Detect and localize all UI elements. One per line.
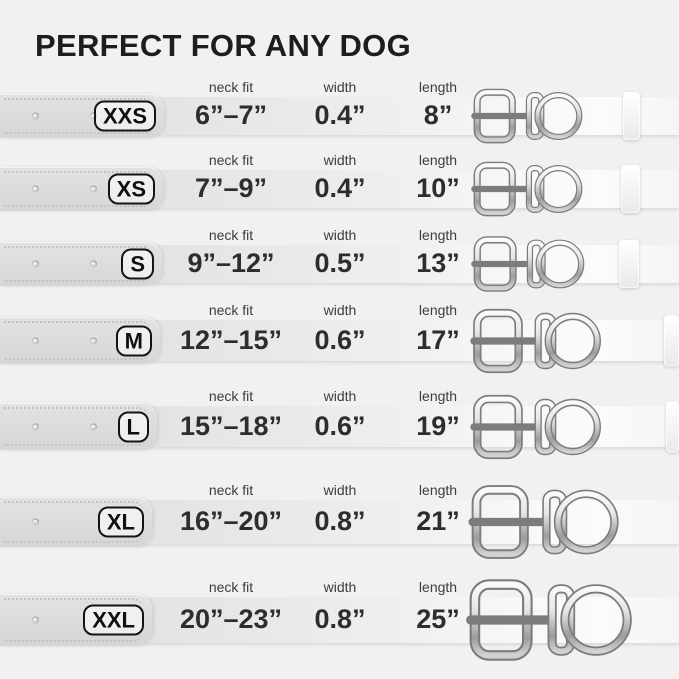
size-badge: S	[121, 248, 154, 280]
collar-hole	[32, 337, 39, 344]
neck-fit-value: 7”–9”	[194, 172, 268, 203]
column-header-neck-fit: neck fit	[208, 152, 254, 168]
column-header-length: length	[418, 152, 458, 168]
fabric-keeper-loop	[619, 240, 639, 288]
column-header-width: width	[323, 302, 357, 318]
collar-hole	[90, 260, 97, 268]
buckle-and-dring-icon	[467, 484, 622, 561]
size-row-m: neck fit width length M 12”–15” 0.6” 17”	[0, 302, 679, 364]
column-header-width: width	[323, 482, 357, 498]
collar-hole	[32, 185, 39, 193]
neck-fit-value: 15”–18”	[179, 410, 283, 441]
neck-fit-value: 16”–20”	[179, 505, 283, 536]
column-header-length: length	[418, 227, 458, 243]
size-badge: XS	[107, 173, 155, 205]
column-header-width: width	[323, 227, 357, 243]
column-header-width: width	[323, 579, 357, 595]
collar-strap: XS 7”–9” 0.4” 10”	[0, 167, 679, 211]
buckle-and-dring-icon	[465, 578, 635, 663]
size-row-xxl: neck fit width length XXL 20”–23” 0.8” 2…	[0, 579, 679, 643]
size-row-l: neck fit width length L 15”–18” 0.6” 19”	[0, 388, 679, 450]
collar-strap: XXS 6”–7” 0.4” 8”	[0, 94, 679, 138]
column-header-neck-fit: neck fit	[208, 79, 254, 95]
width-value: 0.4”	[314, 172, 366, 203]
collar-hole	[90, 185, 97, 193]
size-row-xs: neck fit width length XS 7”–9” 0.4” 10”	[0, 152, 679, 211]
size-badge: XL	[97, 506, 144, 538]
size-badge: XXL	[83, 604, 144, 636]
column-header-length: length	[418, 482, 458, 498]
column-header-neck-fit: neck fit	[208, 227, 254, 243]
neck-fit-value: 9”–12”	[187, 247, 275, 278]
column-header-width: width	[323, 152, 357, 168]
buckle-and-dring-icon	[470, 235, 587, 293]
page-title: PERFECT FOR ANY DOG	[35, 28, 412, 63]
width-value: 0.6”	[314, 324, 366, 355]
buckle-and-dring-icon	[469, 307, 604, 374]
column-header-neck-fit: neck fit	[208, 388, 254, 404]
length-value: 17”	[416, 324, 460, 355]
collar-hole	[32, 518, 39, 526]
collar-hole	[32, 112, 39, 120]
length-value: 8”	[423, 99, 453, 130]
fabric-keeper-loop	[623, 92, 640, 140]
fabric-keeper-loop	[621, 165, 640, 213]
column-header-length: length	[418, 79, 458, 95]
column-header-length: length	[418, 579, 458, 595]
size-row-s: neck fit width length S 9”–12” 0.5” 13”	[0, 227, 679, 286]
buckle-and-dring-icon	[470, 161, 585, 218]
collar-hole	[90, 337, 97, 344]
buckle-and-dring-icon	[469, 393, 604, 460]
length-value: 19”	[416, 410, 460, 441]
collar-hole	[32, 616, 39, 624]
size-row-xl: neck fit width length XL 16”–20” 0.8” 21…	[0, 482, 679, 544]
neck-fit-value: 6”–7”	[194, 99, 268, 130]
width-value: 0.8”	[314, 505, 366, 536]
width-value: 0.8”	[314, 603, 366, 634]
collar-strap: M 12”–15” 0.6” 17”	[0, 317, 679, 364]
fabric-keeper-loop	[664, 315, 679, 366]
column-header-neck-fit: neck fit	[208, 579, 254, 595]
size-badge: M	[115, 325, 152, 356]
collar-hole	[90, 423, 97, 430]
size-row-xxs: neck fit width length XXS 6”–7” 0.4” 8”	[0, 79, 679, 138]
neck-fit-value: 12”–15”	[179, 324, 283, 355]
size-badge: L	[117, 411, 149, 442]
length-value: 13”	[416, 247, 460, 278]
column-header-length: length	[418, 388, 458, 404]
collar-hole	[32, 423, 39, 430]
column-header-neck-fit: neck fit	[208, 482, 254, 498]
buckle-and-dring-icon	[470, 88, 585, 145]
length-value: 10”	[416, 172, 460, 203]
column-header-width: width	[323, 388, 357, 404]
width-value: 0.5”	[314, 247, 366, 278]
width-value: 0.4”	[314, 99, 366, 130]
length-value: 21”	[416, 505, 460, 536]
collar-hole	[32, 260, 39, 268]
size-badge: XXS	[93, 100, 156, 132]
collar-hole	[90, 112, 97, 120]
fabric-keeper-loop	[666, 401, 679, 452]
neck-fit-value: 20”–23”	[179, 603, 283, 634]
width-value: 0.6”	[314, 410, 366, 441]
collar-strap: S 9”–12” 0.5” 13”	[0, 242, 679, 286]
column-header-width: width	[323, 79, 357, 95]
length-value: 25”	[416, 603, 460, 634]
collar-strap: L 15”–18” 0.6” 19”	[0, 403, 679, 450]
column-header-length: length	[418, 302, 458, 318]
column-header-neck-fit: neck fit	[208, 302, 254, 318]
